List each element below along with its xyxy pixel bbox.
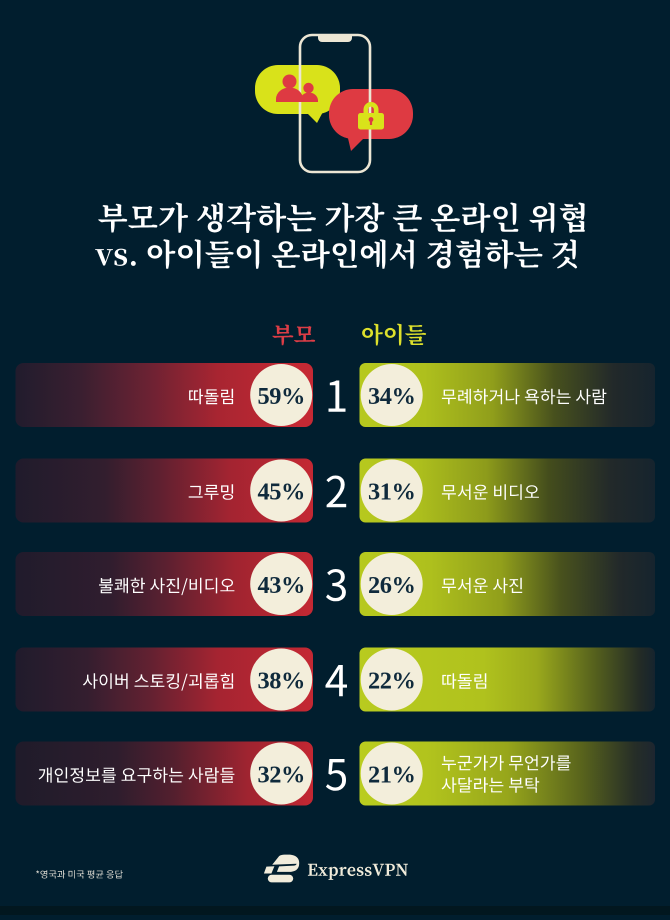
svg-text:32%: 32%: [258, 762, 305, 789]
svg-text:34%: 34%: [368, 383, 415, 410]
svg-text:21%: 21%: [368, 762, 415, 789]
svg-text:22%: 22%: [368, 668, 415, 695]
svg-text:31%: 31%: [368, 479, 415, 506]
svg-text:38%: 38%: [258, 668, 305, 695]
svg-text:26%: 26%: [368, 572, 415, 599]
svg-text:45%: 45%: [258, 479, 305, 506]
svg-text:43%: 43%: [258, 572, 305, 599]
svg-text:59%: 59%: [258, 383, 305, 410]
